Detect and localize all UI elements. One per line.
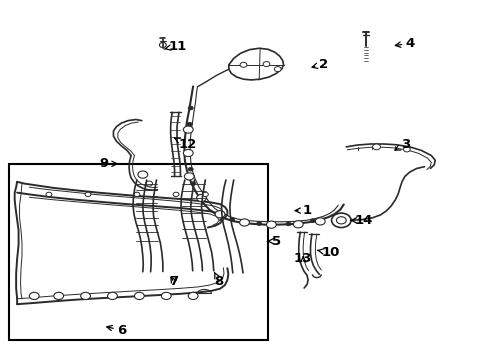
Circle shape: [188, 106, 193, 110]
Circle shape: [183, 126, 193, 133]
Circle shape: [190, 182, 195, 185]
Circle shape: [46, 192, 52, 197]
Text: 2: 2: [311, 58, 327, 71]
Circle shape: [134, 292, 144, 300]
Text: 10: 10: [317, 246, 340, 259]
Circle shape: [336, 217, 346, 224]
Text: 6: 6: [106, 324, 126, 337]
Circle shape: [266, 221, 276, 228]
Circle shape: [173, 192, 179, 197]
Circle shape: [285, 222, 290, 226]
Circle shape: [403, 147, 409, 152]
Text: 4: 4: [394, 37, 414, 50]
Bar: [9, 164, 267, 340]
Circle shape: [184, 173, 194, 180]
Circle shape: [293, 221, 303, 228]
Circle shape: [315, 218, 325, 225]
Circle shape: [29, 292, 39, 300]
Circle shape: [196, 194, 206, 202]
Text: 11: 11: [164, 40, 186, 53]
Text: 5: 5: [267, 235, 281, 248]
Text: 12: 12: [174, 138, 196, 151]
Circle shape: [145, 181, 152, 186]
Circle shape: [372, 144, 380, 150]
Text: 1: 1: [295, 204, 311, 217]
Circle shape: [188, 167, 193, 171]
Circle shape: [229, 218, 234, 221]
Circle shape: [215, 211, 224, 218]
Circle shape: [81, 292, 90, 300]
Circle shape: [85, 192, 91, 197]
Text: 7: 7: [169, 275, 178, 288]
Circle shape: [54, 292, 63, 300]
Text: 13: 13: [293, 252, 312, 265]
Circle shape: [138, 171, 147, 178]
Circle shape: [256, 222, 261, 225]
Text: 8: 8: [214, 272, 223, 288]
Text: 3: 3: [394, 138, 409, 151]
Circle shape: [263, 62, 269, 67]
Circle shape: [274, 67, 281, 72]
Circle shape: [202, 192, 208, 197]
Circle shape: [188, 292, 198, 300]
Circle shape: [239, 219, 249, 226]
Circle shape: [161, 292, 171, 300]
Text: 14: 14: [350, 214, 373, 227]
Circle shape: [187, 122, 192, 126]
Circle shape: [107, 292, 117, 300]
Text: 9: 9: [99, 157, 117, 170]
Circle shape: [183, 149, 193, 157]
Circle shape: [240, 62, 246, 67]
Circle shape: [134, 192, 140, 197]
Circle shape: [310, 219, 315, 222]
Circle shape: [331, 213, 350, 228]
